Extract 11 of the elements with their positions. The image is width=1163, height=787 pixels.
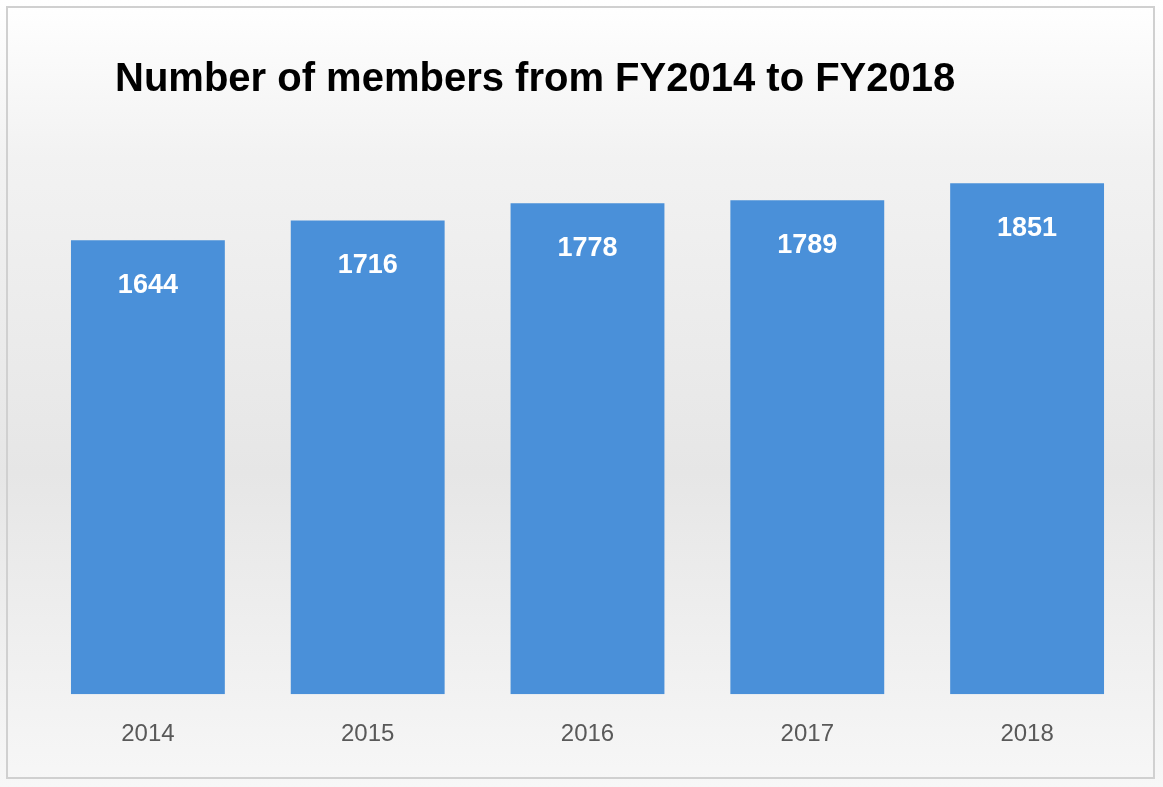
- data-label: 1716: [337, 248, 398, 279]
- x-tick-label: 2014: [121, 719, 175, 747]
- chart-title: Number of members from FY2014 to FY2018: [115, 55, 956, 100]
- x-tick-label: 2015: [341, 719, 395, 747]
- x-tick-label: 2018: [1000, 719, 1054, 747]
- data-label: 1789: [777, 228, 838, 259]
- x-tick-label: 2017: [780, 719, 834, 747]
- data-label: 1778: [557, 231, 618, 262]
- data-label: 1851: [997, 211, 1058, 242]
- x-tick-label: 2016: [560, 719, 615, 747]
- data-label: 1644: [117, 268, 178, 299]
